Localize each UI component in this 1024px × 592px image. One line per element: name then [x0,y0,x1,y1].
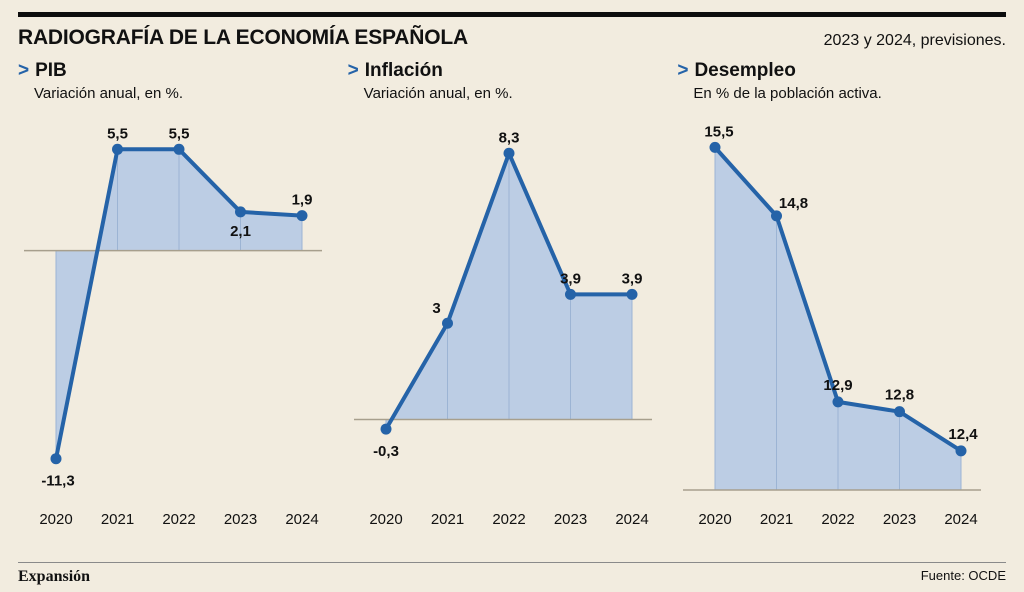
svg-text:3,9: 3,9 [560,270,581,287]
svg-text:1,9: 1,9 [292,192,313,209]
svg-text:2021: 2021 [760,511,793,528]
chart-arrow-icon: > [18,60,30,81]
svg-text:5,5: 5,5 [169,125,190,142]
svg-text:5,5: 5,5 [107,125,128,142]
top-rule [18,12,1006,17]
svg-text:2022: 2022 [162,511,195,528]
pib-area-chart: -11,3 5,5 5,5 2,1 1,9 2020 2021 2022 2023 2024 [24,125,322,528]
svg-text:-11,3: -11,3 [41,473,74,490]
chart-panel-inflacion: > Inflación Variación anual, en %. -0,3 3… [348,60,677,534]
desempleo-area-chart: 15,5 14,8 12,9 12,8 12,4 2020 2021 2022 2023 2024 [683,123,982,528]
svg-text:2023: 2023 [553,511,586,528]
chart-panel-pib: > PIB Variación anual, en %. -11,3 5,5 5,5… [18,60,347,534]
svg-text:2024: 2024 [285,511,318,528]
source-note: Fuente: OCDE [920,568,1006,583]
charts-row: > PIB Variación anual, en %. -11,3 5,5 5,5… [18,60,1006,534]
svg-text:3: 3 [432,300,440,317]
svg-text:2021: 2021 [430,511,463,528]
svg-text:2024: 2024 [615,511,648,528]
svg-text:2020: 2020 [699,511,732,528]
header: RADIOGRAFÍA DE LA ECONOMÍA ESPAÑOLA 2023… [18,26,1006,50]
chart-subtitle: Variación anual, en %. [34,85,183,102]
svg-text:12,4: 12,4 [949,426,979,443]
chart-subtitle: Variación anual, en %. [363,85,513,102]
svg-text:-0,3: -0,3 [373,443,399,460]
svg-text:2022: 2022 [492,511,525,528]
brand-logo: Expansión [18,568,91,585]
chart-header: > PIB [18,60,347,82]
svg-text:2024: 2024 [945,511,978,528]
svg-text:2020: 2020 [39,511,72,528]
svg-text:2023: 2023 [883,511,916,528]
svg-text:2023: 2023 [224,511,257,528]
chart-arrow-icon: > [677,60,689,81]
svg-text:12,8: 12,8 [885,387,914,404]
chart-panel-desempleo: > Desempleo En % de la población activa.… [677,60,1006,534]
chart-header: > Desempleo [677,60,1006,82]
chart-header: > Inflación [348,60,677,82]
svg-text:2020: 2020 [369,511,402,528]
svg-text:2,1: 2,1 [230,223,251,240]
svg-text:8,3: 8,3 [498,129,519,146]
chart-title: Desempleo [694,60,796,81]
svg-text:3,9: 3,9 [621,270,642,287]
chart-title: PIB [35,60,67,81]
svg-text:2021: 2021 [101,511,134,528]
forecast-note: 2023 y 2024, previsiones. [823,32,1006,49]
chart-title: Inflación [364,60,443,81]
chart-subtitle: En % de la población activa. [693,85,882,102]
inflacion-area-chart: -0,3 3 8,3 3,9 3,9 2020 2021 2022 2023 2024 [353,129,652,528]
svg-text:15,5: 15,5 [705,123,734,140]
svg-text:14,8: 14,8 [779,195,808,212]
svg-text:12,9: 12,9 [824,377,853,394]
chart-arrow-icon: > [347,60,359,81]
svg-text:2022: 2022 [822,511,855,528]
page-title: RADIOGRAFÍA DE LA ECONOMÍA ESPAÑOLA [18,26,468,49]
footer: Expansión Fuente: OCDE [18,562,1006,592]
